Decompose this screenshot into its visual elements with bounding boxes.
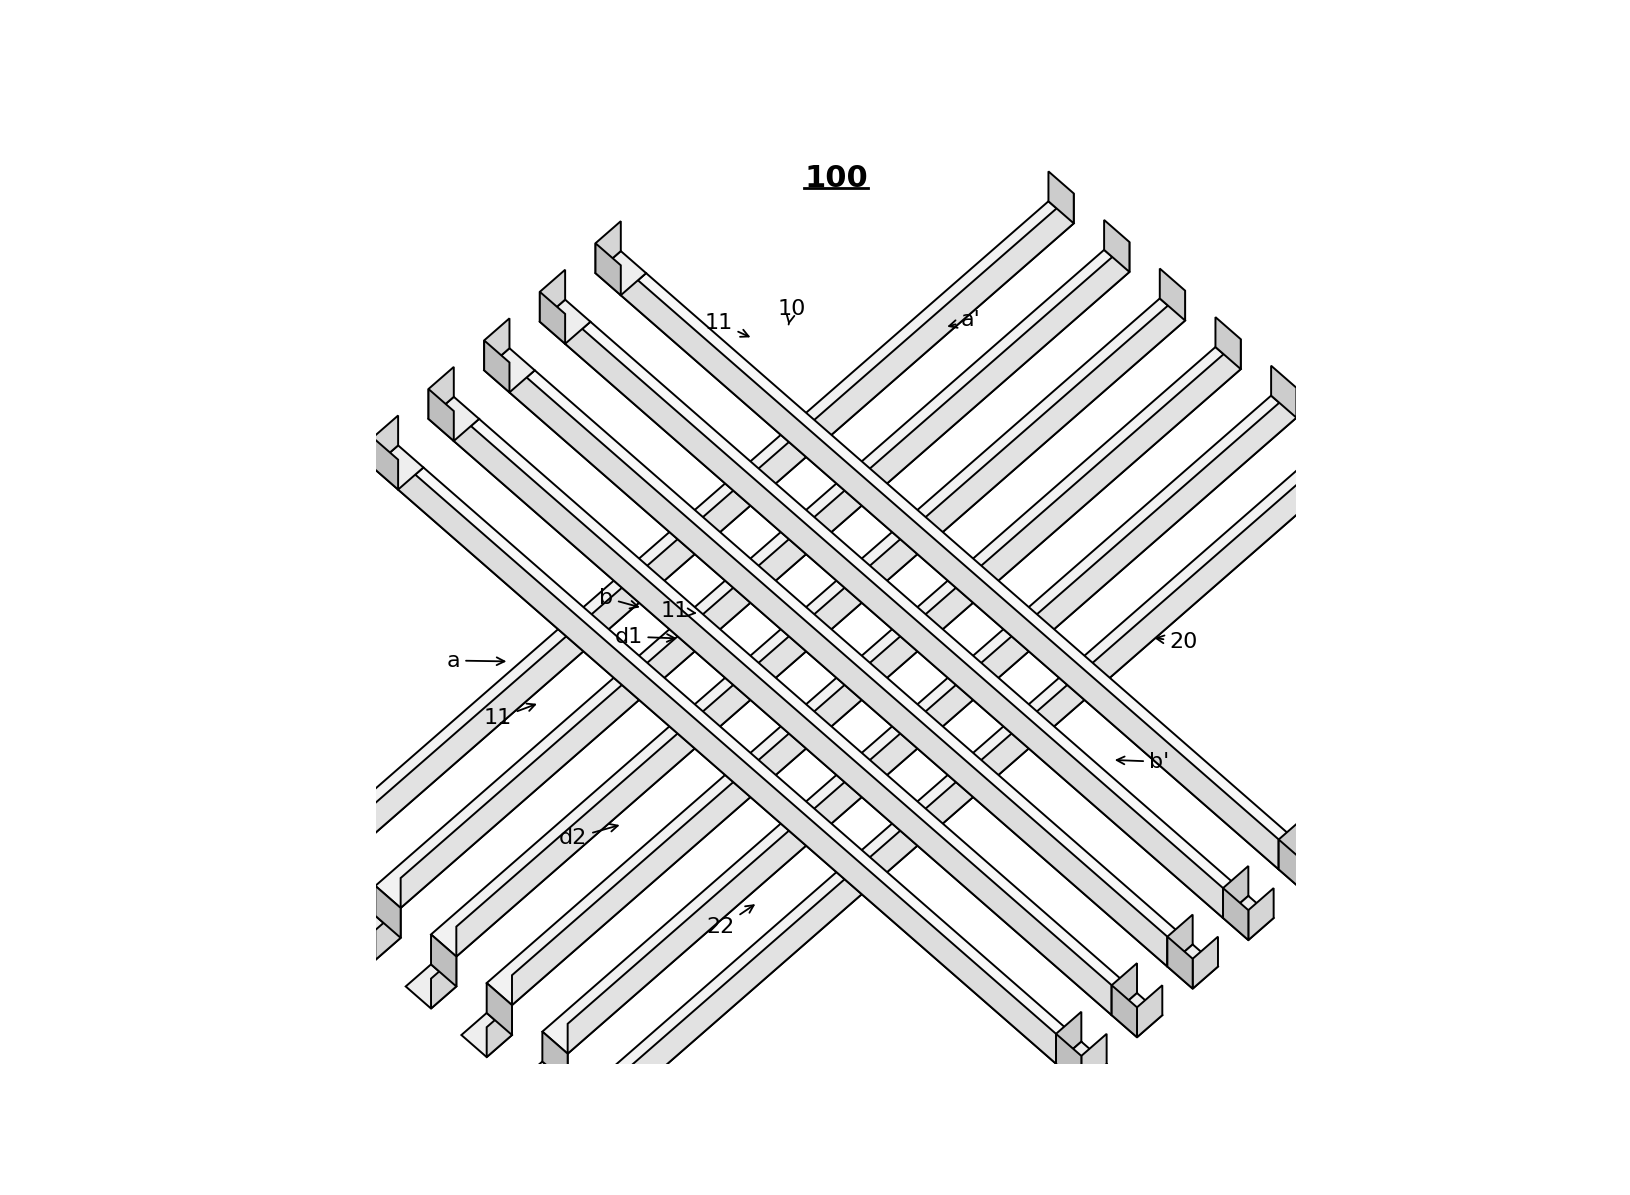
Polygon shape [1081, 1034, 1107, 1086]
Text: 22: 22 [706, 905, 753, 937]
Polygon shape [319, 201, 1073, 859]
Polygon shape [1159, 269, 1185, 320]
Polygon shape [1167, 937, 1192, 988]
Polygon shape [293, 868, 346, 912]
Polygon shape [484, 341, 509, 392]
Polygon shape [1055, 1012, 1081, 1064]
Text: b': b' [1117, 752, 1169, 772]
Polygon shape [1192, 937, 1218, 988]
Polygon shape [429, 397, 479, 441]
Polygon shape [598, 445, 1351, 1102]
Polygon shape [319, 859, 346, 912]
Polygon shape [1104, 220, 1128, 272]
Polygon shape [484, 348, 535, 392]
Polygon shape [429, 390, 453, 441]
Polygon shape [564, 314, 1222, 918]
Text: b: b [598, 588, 637, 608]
Text: 10: 10 [778, 299, 805, 325]
Polygon shape [453, 411, 1112, 1015]
Polygon shape [406, 964, 456, 1009]
Polygon shape [398, 467, 1081, 1064]
Polygon shape [1214, 317, 1240, 369]
Polygon shape [1278, 817, 1304, 870]
Polygon shape [543, 1031, 567, 1084]
Polygon shape [543, 1054, 567, 1105]
Polygon shape [517, 1061, 567, 1105]
Polygon shape [1112, 963, 1136, 1015]
Polygon shape [1222, 888, 1247, 940]
Text: d1: d1 [615, 626, 675, 646]
Polygon shape [486, 1005, 512, 1058]
Polygon shape [456, 290, 1185, 956]
Polygon shape [572, 1110, 623, 1154]
Polygon shape [429, 367, 453, 419]
Polygon shape [621, 265, 1278, 870]
Polygon shape [319, 838, 346, 889]
Polygon shape [486, 983, 512, 1035]
Polygon shape [346, 194, 1073, 859]
Polygon shape [373, 416, 398, 467]
Polygon shape [1136, 985, 1162, 1037]
Text: a': a' [949, 310, 980, 330]
Polygon shape [401, 243, 1128, 908]
Polygon shape [509, 370, 1192, 967]
Polygon shape [373, 437, 398, 490]
Text: d2: d2 [559, 825, 618, 848]
Polygon shape [1112, 985, 1136, 1037]
Polygon shape [398, 460, 1055, 1064]
Polygon shape [1304, 840, 1328, 891]
Polygon shape [540, 300, 590, 344]
Polygon shape [1222, 866, 1247, 918]
Polygon shape [1247, 888, 1273, 940]
Polygon shape [564, 321, 1247, 918]
Polygon shape [598, 1080, 623, 1132]
Polygon shape [1055, 1042, 1107, 1086]
Polygon shape [543, 396, 1296, 1054]
Polygon shape [540, 292, 564, 344]
Text: 11: 11 [660, 601, 694, 621]
Polygon shape [567, 388, 1296, 1054]
Polygon shape [1278, 847, 1328, 891]
Polygon shape [375, 908, 401, 960]
Polygon shape [512, 339, 1240, 1005]
Polygon shape [623, 436, 1351, 1102]
Polygon shape [430, 299, 1185, 956]
Text: 100: 100 [804, 164, 867, 192]
Polygon shape [350, 915, 401, 960]
Polygon shape [1167, 914, 1192, 967]
Text: 20: 20 [1156, 632, 1196, 652]
Polygon shape [1055, 1034, 1081, 1086]
Text: a: a [447, 650, 504, 670]
Polygon shape [1325, 415, 1351, 466]
Text: 11: 11 [704, 313, 748, 337]
Polygon shape [484, 318, 509, 370]
Polygon shape [621, 274, 1304, 870]
Polygon shape [509, 362, 1167, 967]
Polygon shape [1270, 366, 1296, 418]
Polygon shape [373, 446, 424, 490]
Polygon shape [486, 347, 1240, 1005]
Polygon shape [595, 221, 621, 274]
Polygon shape [595, 244, 621, 295]
Polygon shape [598, 1102, 623, 1154]
Text: 11: 11 [484, 704, 535, 729]
Polygon shape [1167, 944, 1218, 988]
Polygon shape [595, 251, 645, 295]
Polygon shape [540, 270, 564, 321]
Polygon shape [430, 956, 456, 1009]
Polygon shape [430, 934, 456, 986]
Polygon shape [1112, 993, 1162, 1037]
Polygon shape [1048, 171, 1073, 223]
Polygon shape [1222, 896, 1273, 940]
Polygon shape [375, 250, 1128, 908]
Polygon shape [453, 419, 1136, 1015]
Polygon shape [1278, 840, 1304, 891]
Polygon shape [375, 885, 401, 938]
Polygon shape [461, 1013, 512, 1058]
